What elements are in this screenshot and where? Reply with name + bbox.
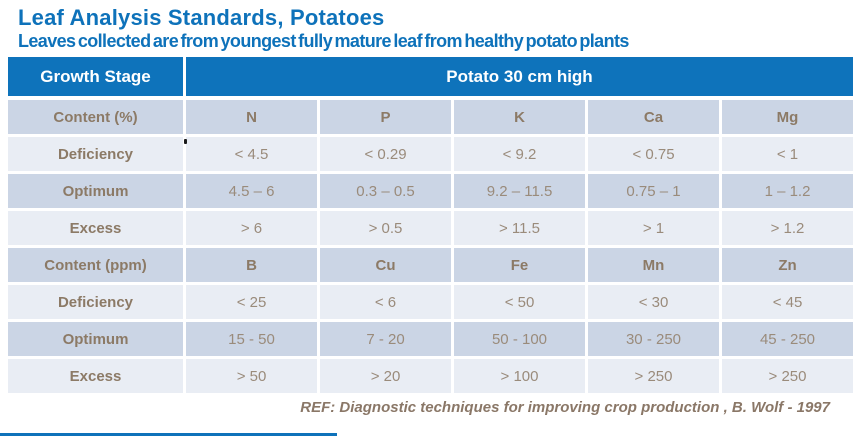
row-label: Excess [8,359,183,393]
cell: Mg [722,100,853,134]
cell: > 1 [588,211,719,245]
cell: B [186,248,317,282]
cell: > 100 [454,359,585,393]
page-subtitle: Leaves collected are from youngest fully… [18,31,629,51]
cell: > 20 [320,359,451,393]
bullet-artifact [184,139,187,144]
row-label: Deficiency [8,285,183,319]
cell: < 9.2 [454,137,585,171]
crop-stage-header: Potato 30 cm high [186,57,853,96]
cell: 15 - 50 [186,322,317,356]
cell: 45 - 250 [722,322,853,356]
cell: 0.75 – 1 [588,174,719,208]
cell: N [186,100,317,134]
cell: < 6 [320,285,451,319]
reference-note: REF: Diagnostic techniques for improving… [300,399,830,416]
row-label: Optimum [8,322,183,356]
cell: < 30 [588,285,719,319]
row-label: Excess [8,211,183,245]
cell: Fe [454,248,585,282]
cell: > 1.2 [722,211,853,245]
cell: Cu [320,248,451,282]
cell: 1 – 1.2 [722,174,853,208]
cell: < 45 [722,285,853,319]
page-title: Leaf Analysis Standards, Potatoes [18,5,385,30]
table-row-excess-pct: Excess > 6 > 0.5 > 11.5 > 1 > 1.2 [8,211,853,245]
cell: 4.5 – 6 [186,174,317,208]
table-row-content-pct: Content (%) N P K Ca Mg [8,100,853,134]
row-label: Optimum [8,174,183,208]
cell: > 250 [722,359,853,393]
cell: Mn [588,248,719,282]
cell: > 6 [186,211,317,245]
table-row-deficiency-pct: Deficiency < 4.5 < 0.29 < 9.2 < 0.75 < 1 [8,137,853,171]
cell: 9.2 – 11.5 [454,174,585,208]
cell: P [320,100,451,134]
cell: K [454,100,585,134]
cell: 30 - 250 [588,322,719,356]
cell: Zn [722,248,853,282]
bottom-accent-line [0,433,337,436]
cell: > 11.5 [454,211,585,245]
table-row-content-ppm: Content (ppm) B Cu Fe Mn Zn [8,248,853,282]
cell: > 0.5 [320,211,451,245]
cell: > 50 [186,359,317,393]
growth-stage-header: Growth Stage [8,57,183,96]
leaf-analysis-table: Growth Stage Potato 30 cm high Content (… [8,57,853,396]
cell: < 25 [186,285,317,319]
cell: < 0.29 [320,137,451,171]
cell: < 0.75 [588,137,719,171]
cell: < 50 [454,285,585,319]
table-row-optimum-ppm: Optimum 15 - 50 7 - 20 50 - 100 30 - 250… [8,322,853,356]
row-label: Deficiency [8,137,183,171]
cell: 0.3 – 0.5 [320,174,451,208]
cell: > 250 [588,359,719,393]
cell: < 4.5 [186,137,317,171]
table-row-deficiency-ppm: Deficiency < 25 < 6 < 50 < 30 < 45 [8,285,853,319]
table-row-excess-ppm: Excess > 50 > 20 > 100 > 250 > 250 [8,359,853,393]
cell: 50 - 100 [454,322,585,356]
row-label: Content (%) [8,100,183,134]
cell: 7 - 20 [320,322,451,356]
row-label: Content (ppm) [8,248,183,282]
table-row-optimum-pct: Optimum 4.5 – 6 0.3 – 0.5 9.2 – 11.5 0.7… [8,174,853,208]
cell: Ca [588,100,719,134]
cell: < 1 [722,137,853,171]
table-header-row: Growth Stage Potato 30 cm high [8,57,853,96]
